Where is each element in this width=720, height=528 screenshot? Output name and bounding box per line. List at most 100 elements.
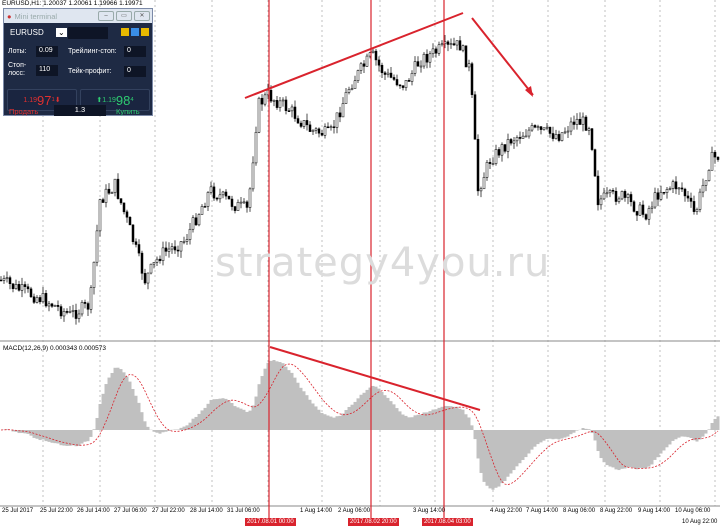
candle-body <box>371 50 375 53</box>
macd-bar <box>299 387 303 430</box>
macd-bar <box>164 430 168 432</box>
candle-body <box>455 40 459 46</box>
time-axis-label: 8 Aug 06:00 <box>563 508 596 514</box>
candle-body <box>440 43 444 46</box>
symbol-select[interactable]: EURUSD ⌄ <box>10 28 67 37</box>
candle-body <box>20 284 24 291</box>
macd-bar <box>23 430 27 434</box>
candle-body <box>695 209 699 212</box>
sell-button[interactable]: Продать <box>9 107 39 116</box>
volume-input[interactable]: 1.3 <box>54 105 106 116</box>
macd-bar <box>215 399 219 430</box>
candle-body <box>47 303 51 307</box>
candle-body <box>482 177 486 190</box>
buy-button[interactable]: Купить <box>116 107 140 116</box>
macd-bar <box>503 430 507 481</box>
candle-body <box>218 194 222 200</box>
macd-bar <box>218 398 222 430</box>
macd-bar <box>593 430 597 441</box>
time-axis-label: 1 Aug 14:00 <box>300 508 333 514</box>
minimize-button[interactable]: – <box>98 11 114 21</box>
candle-body <box>74 310 78 319</box>
mini-terminal-titlebar[interactable]: ● Mini terminal – ▭ ✕ <box>4 9 152 23</box>
macd-bar <box>143 421 147 430</box>
candle-body <box>32 296 36 303</box>
macd-bar <box>122 372 126 430</box>
candle-body <box>398 84 402 87</box>
symbol-input[interactable] <box>68 27 108 39</box>
candle-body <box>59 306 63 317</box>
price-trend-line <box>244 12 464 99</box>
candle-body <box>230 198 234 207</box>
macd-bar <box>158 430 162 434</box>
candle-body <box>491 163 495 165</box>
macd-bar <box>563 430 567 438</box>
candle-body <box>701 184 705 193</box>
candle-body <box>524 135 528 138</box>
candle-body <box>590 128 594 150</box>
close-button[interactable]: ✕ <box>134 11 150 21</box>
info-icon[interactable] <box>141 28 149 36</box>
macd-bar <box>599 430 603 459</box>
candle-body <box>128 216 132 226</box>
macd-bar <box>308 399 312 430</box>
candle-body <box>107 188 111 194</box>
settings-icon[interactable] <box>121 28 129 36</box>
candle-body <box>611 190 615 192</box>
macd-bar <box>350 404 354 430</box>
gear-icon[interactable] <box>131 28 139 36</box>
macd-bar <box>461 409 465 430</box>
candle-body <box>614 191 618 202</box>
candle-body <box>671 181 675 189</box>
candle-body <box>341 103 345 118</box>
time-axis-label: 9 Aug 14:00 <box>638 508 671 514</box>
candle-body <box>191 217 195 230</box>
macd-bar <box>206 403 210 430</box>
candle-body <box>392 77 396 80</box>
time-axis-label: 10 Aug 22:00 <box>682 519 718 525</box>
macd-bar <box>527 430 531 454</box>
candle-body <box>233 206 237 211</box>
macd-bar <box>269 360 273 430</box>
candle-body <box>617 198 621 202</box>
lots-input[interactable]: 0.09 <box>36 46 58 57</box>
candle-body <box>428 53 432 63</box>
candle-body <box>11 283 15 289</box>
candle-body <box>188 228 192 240</box>
candle-body <box>422 53 426 67</box>
macd-bar <box>68 430 72 446</box>
sl-input[interactable]: 110 <box>36 64 58 76</box>
restore-button[interactable]: ▭ <box>116 11 132 21</box>
macd-bar <box>233 406 237 430</box>
candle-body <box>689 197 693 202</box>
candle-body <box>86 303 90 310</box>
macd-bar <box>251 405 255 430</box>
candle-body <box>311 129 315 132</box>
macd-bar <box>320 412 324 430</box>
mini-terminal[interactable]: ● Mini terminal – ▭ ✕ EURUSD ⌄ Лоты: 0.09 Т… <box>3 8 153 116</box>
candle-body <box>140 252 144 274</box>
candle-body <box>143 273 147 284</box>
candle-body <box>404 80 408 88</box>
macd-bar <box>518 430 522 464</box>
candle-body <box>416 61 420 67</box>
macd-bar <box>62 430 66 446</box>
time-axis-label: 27 Jul 06:00 <box>114 508 147 514</box>
macd-bar <box>629 430 633 468</box>
macd-bar <box>713 418 717 430</box>
candle-body <box>206 192 210 207</box>
candle-body <box>653 192 657 208</box>
trailing-input[interactable]: 0 <box>124 46 146 57</box>
macd-bar <box>293 377 297 430</box>
macd-bar <box>107 377 111 430</box>
candle-body <box>203 206 207 208</box>
candle-body <box>497 149 501 156</box>
macd-bar <box>134 395 138 430</box>
tp-input[interactable]: 0 <box>124 66 146 77</box>
macd-bar <box>305 395 309 430</box>
candle-body <box>674 181 678 190</box>
candle-body <box>362 63 366 67</box>
macd-bar <box>596 430 600 452</box>
macd-bar <box>677 430 681 438</box>
